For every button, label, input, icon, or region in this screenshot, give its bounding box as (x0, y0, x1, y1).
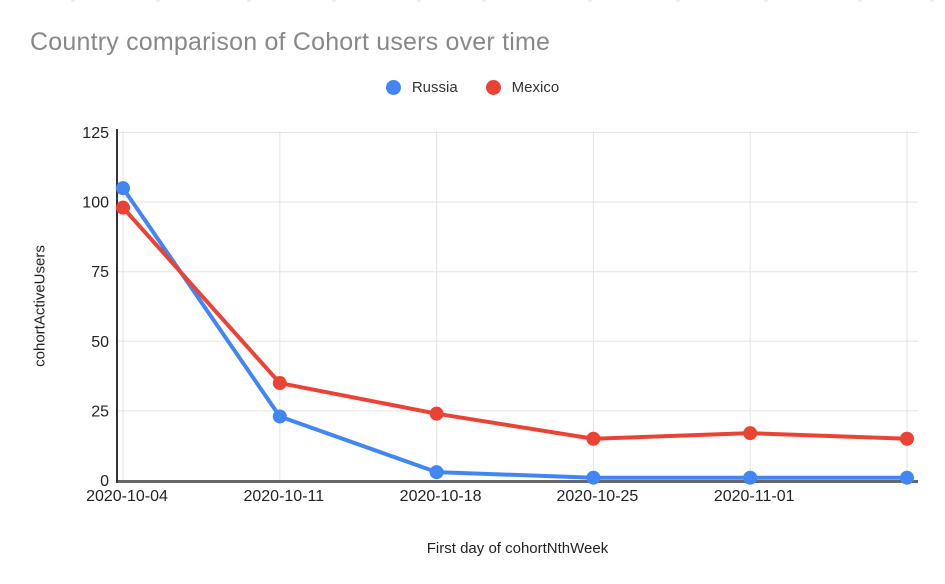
data-point-russia[interactable] (743, 470, 758, 485)
x-tick-label: 2020-10-04 (86, 488, 168, 505)
series-line-russia (121, 186, 909, 480)
y-tick-label: 50 (91, 334, 109, 351)
y-tick-label: 125 (82, 125, 109, 142)
x-tick-label: 2020-10-18 (400, 488, 482, 505)
series-line-mexico (121, 205, 909, 441)
y-axis-title: cohortActiveUsers (31, 245, 49, 367)
x-tick-label: 2020-10-25 (556, 488, 638, 505)
legend-label-russia: Russia (411, 79, 458, 96)
data-point-mexico[interactable] (116, 200, 130, 215)
legend-dot-mexico-icon (485, 80, 501, 95)
data-point-mexico[interactable] (586, 431, 601, 446)
data-point-russia[interactable] (429, 465, 444, 480)
y-tick-label: 25 (91, 403, 109, 420)
legend-label-mexico: Mexico (511, 79, 560, 96)
chart-legend: Russia Mexico (0, 79, 945, 96)
data-point-russia[interactable] (586, 470, 601, 485)
data-point-russia[interactable] (116, 181, 130, 196)
legend-item-mexico[interactable]: Mexico (485, 79, 560, 96)
y-tick-label: 75 (91, 264, 109, 281)
data-point-mexico[interactable] (900, 431, 914, 446)
chart-title: Country comparison of Cohort users over … (30, 28, 551, 56)
x-axis-title: First day of cohortNthWeek (426, 540, 609, 557)
x-tick-label: 2020-11-01 (714, 488, 795, 505)
data-point-mexico[interactable] (743, 426, 758, 441)
legend-item-russia[interactable]: Russia (385, 79, 458, 96)
data-point-mexico[interactable] (429, 406, 444, 421)
data-point-russia[interactable] (272, 409, 287, 424)
y-tick-label: 100 (82, 195, 109, 212)
data-point-russia[interactable] (900, 470, 914, 485)
x-tick-label: 2020-10-11 (243, 488, 324, 505)
y-tick-label: 0 (100, 473, 109, 490)
data-point-mexico[interactable] (272, 376, 287, 391)
legend-dot-russia-icon (385, 80, 401, 95)
